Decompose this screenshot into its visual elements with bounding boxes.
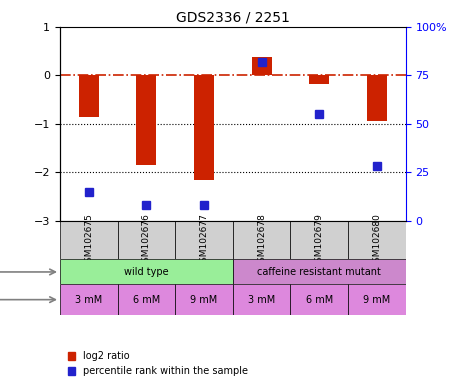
Bar bbox=[194, 75, 214, 180]
Bar bbox=[79, 75, 99, 116]
Text: 3 mM: 3 mM bbox=[248, 295, 275, 305]
Legend: log2 ratio, percentile rank within the sample: log2 ratio, percentile rank within the s… bbox=[65, 348, 251, 379]
Text: 6 mM: 6 mM bbox=[133, 295, 160, 305]
FancyBboxPatch shape bbox=[60, 221, 118, 260]
Bar bbox=[136, 75, 156, 165]
Text: 9 mM: 9 mM bbox=[190, 295, 218, 305]
Text: wild type: wild type bbox=[124, 267, 169, 277]
FancyBboxPatch shape bbox=[290, 285, 348, 315]
FancyBboxPatch shape bbox=[348, 221, 406, 260]
Text: caffeine resistant mutant: caffeine resistant mutant bbox=[257, 267, 381, 277]
Bar bbox=[309, 75, 329, 84]
FancyBboxPatch shape bbox=[60, 285, 118, 315]
Text: 3 mM: 3 mM bbox=[75, 295, 102, 305]
FancyBboxPatch shape bbox=[175, 285, 233, 315]
Bar bbox=[367, 75, 387, 121]
Text: GSM102676: GSM102676 bbox=[142, 213, 151, 268]
FancyBboxPatch shape bbox=[118, 285, 175, 315]
Bar bbox=[252, 57, 272, 75]
Text: GSM102680: GSM102680 bbox=[372, 213, 381, 268]
FancyBboxPatch shape bbox=[118, 221, 175, 260]
Title: GDS2336 / 2251: GDS2336 / 2251 bbox=[176, 10, 290, 24]
Text: 6 mM: 6 mM bbox=[306, 295, 333, 305]
FancyBboxPatch shape bbox=[290, 221, 348, 260]
FancyBboxPatch shape bbox=[233, 260, 406, 285]
FancyBboxPatch shape bbox=[233, 285, 290, 315]
FancyBboxPatch shape bbox=[60, 260, 233, 285]
FancyBboxPatch shape bbox=[233, 221, 290, 260]
FancyBboxPatch shape bbox=[348, 285, 406, 315]
Text: GSM102677: GSM102677 bbox=[200, 213, 208, 268]
Text: GSM102675: GSM102675 bbox=[84, 213, 93, 268]
Text: GSM102679: GSM102679 bbox=[315, 213, 324, 268]
Text: 9 mM: 9 mM bbox=[363, 295, 390, 305]
Text: GSM102678: GSM102678 bbox=[257, 213, 266, 268]
FancyBboxPatch shape bbox=[175, 221, 233, 260]
